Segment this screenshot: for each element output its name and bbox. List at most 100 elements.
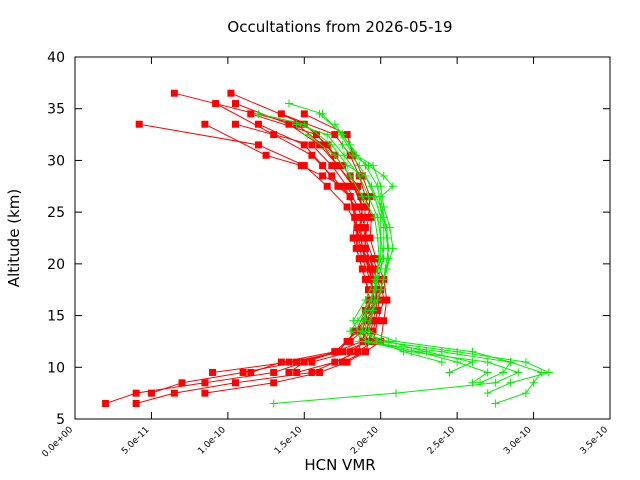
data-point <box>147 389 155 397</box>
y-tick-label: 30 <box>47 153 65 169</box>
y-tick-label: 40 <box>47 50 65 66</box>
x-tick-label: 1.0e-10 <box>196 425 228 457</box>
data-point <box>339 358 346 366</box>
data-point <box>313 131 321 139</box>
data-point <box>340 182 348 190</box>
data-point <box>170 89 178 97</box>
data-point <box>308 358 316 366</box>
data-point <box>453 347 462 356</box>
data-point <box>308 368 316 376</box>
series-line <box>105 92 374 404</box>
data-point <box>361 296 370 305</box>
y-tick-label: 15 <box>47 309 65 325</box>
data-point <box>379 171 388 180</box>
data-point <box>262 151 270 159</box>
data-point <box>491 378 500 387</box>
axis-ticks: 5 10 15 20 25 30 35 40 0.0e+00 5.0e-11 1.0e-10 1.5e… <box>41 50 611 460</box>
data-point <box>355 337 364 346</box>
series-15 <box>330 120 515 387</box>
data-point <box>323 182 331 190</box>
data-point <box>374 306 382 314</box>
series-17 <box>338 140 446 367</box>
data-point <box>537 368 546 377</box>
data-point <box>227 89 235 97</box>
data-point <box>232 379 239 387</box>
data-point <box>422 347 431 356</box>
data-point <box>544 368 553 377</box>
data-point <box>170 389 178 397</box>
data-point <box>380 317 388 325</box>
data-point <box>330 151 339 160</box>
data-point <box>379 223 388 232</box>
data-point <box>351 213 359 221</box>
data-point <box>499 368 507 377</box>
series-16 <box>303 130 477 377</box>
data-point <box>232 100 239 108</box>
x-tick-label: 3.0e-10 <box>502 425 534 457</box>
data-point <box>437 358 446 367</box>
data-point <box>364 337 373 346</box>
data-point <box>346 327 355 336</box>
data-point <box>383 296 391 304</box>
data-point <box>102 399 110 407</box>
data-point <box>293 368 301 376</box>
data-point <box>491 399 500 408</box>
data-point <box>361 348 369 356</box>
data-point <box>529 378 538 387</box>
data-point <box>346 337 354 345</box>
data-point <box>361 234 369 242</box>
data-point <box>370 213 379 222</box>
data-point <box>384 337 393 346</box>
data-point <box>521 389 530 398</box>
plot-frame <box>74 56 611 420</box>
x-tick-label: 0.0e+00 <box>41 425 76 460</box>
data-point <box>437 347 446 356</box>
data-point <box>468 378 477 387</box>
y-tick-label: 35 <box>47 102 65 118</box>
data-point <box>300 358 308 366</box>
data-point <box>323 141 331 149</box>
data-point <box>355 255 363 263</box>
y-axis-label: Altitude (km) <box>5 189 23 287</box>
series-line <box>258 123 371 373</box>
data-point <box>349 234 357 242</box>
data-point <box>407 347 416 356</box>
data-point <box>361 306 370 315</box>
x-tick-label: 5.0e-11 <box>120 425 152 457</box>
data-point <box>232 120 239 128</box>
data-point <box>369 327 377 335</box>
data-point <box>367 182 376 191</box>
series-line <box>306 134 474 373</box>
data-point <box>355 171 364 180</box>
data-point <box>331 358 339 366</box>
series-10 <box>232 100 380 345</box>
y-tick-label: 5 <box>56 412 65 428</box>
plot-area <box>102 89 553 408</box>
x-tick-label: 3.5e-10 <box>579 425 611 457</box>
data-point <box>506 378 515 387</box>
data-point <box>357 224 365 232</box>
data-point <box>270 131 278 139</box>
data-point <box>285 368 293 376</box>
data-point <box>308 141 316 149</box>
data-point <box>521 358 530 367</box>
data-point <box>369 161 378 170</box>
data-point <box>346 193 354 201</box>
x-tick-label: 1.5e-10 <box>273 425 305 457</box>
data-point <box>132 399 140 407</box>
data-point <box>292 120 301 129</box>
series-line <box>135 92 379 404</box>
data-point <box>338 140 347 149</box>
data-point <box>368 317 376 325</box>
data-point <box>212 100 220 108</box>
x-tick-label: 2.0e-10 <box>349 425 381 457</box>
data-point <box>361 275 369 283</box>
data-point <box>346 171 355 180</box>
data-point <box>349 316 358 325</box>
data-point <box>297 162 305 170</box>
data-point <box>392 389 400 398</box>
x-axis-label: HCN VMR <box>304 456 375 474</box>
data-point <box>366 234 374 242</box>
data-point <box>247 110 255 118</box>
